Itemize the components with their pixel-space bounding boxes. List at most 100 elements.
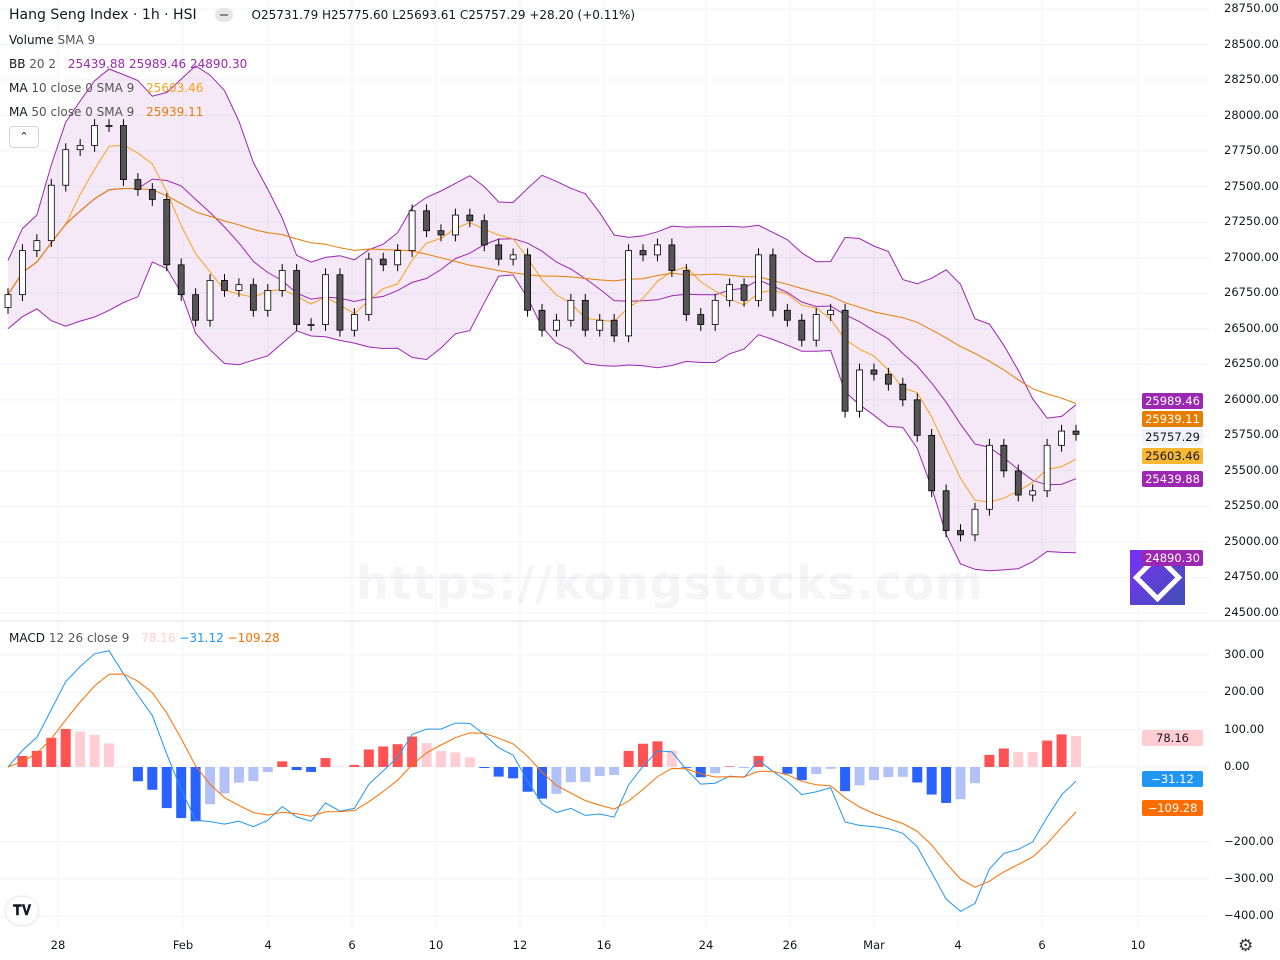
collapse-legend-button[interactable]: ⌃ (9, 126, 39, 148)
price-badge-ma10: 25603.46 (1142, 448, 1203, 465)
time-axis-label: 26 (782, 938, 798, 952)
macd-histogram-bar (883, 767, 894, 778)
candle-body (495, 244, 503, 260)
candle-body (625, 250, 632, 337)
macd-histogram-bar (969, 767, 980, 784)
price-badge-ma50: 25939.11 (1142, 411, 1203, 428)
macd-histogram-bar (320, 758, 331, 767)
macd-histogram-bar (1027, 752, 1038, 767)
macd-histogram-bar (464, 757, 475, 767)
macd-axis-label: −400.00 (1224, 908, 1274, 923)
macd-histogram-bar (176, 767, 187, 819)
candle-body (957, 530, 964, 536)
price-axis-label: 26500.00 (1224, 320, 1279, 335)
candle-body (264, 289, 272, 311)
price-axis-label: 25000.00 (1224, 533, 1279, 548)
candle-body (783, 309, 791, 321)
macd-histogram-bar (60, 728, 71, 767)
candle-body (120, 125, 127, 180)
candle-body (423, 210, 430, 232)
legend-name: MACD (9, 631, 45, 645)
bb-lower-value: 24890.30 (190, 57, 248, 71)
candle-body (740, 284, 748, 301)
price-axis-label: 28750.00 (1224, 1, 1279, 15)
macd-histogram-bar (1071, 736, 1081, 767)
legend-params: SMA 9 (57, 33, 96, 47)
macd-histogram-bar (825, 767, 836, 769)
bb-legend[interactable]: BB 20 2 25439.88 25989.46 24890.30 (9, 57, 247, 71)
candle-body (884, 373, 892, 385)
candle-body (812, 314, 820, 341)
macd-histogram-bar (147, 767, 158, 790)
macd-histogram-bar (378, 746, 389, 767)
ma50-value: 25939.11 (146, 105, 204, 119)
macd-histogram-bar (421, 743, 432, 767)
candle-body (394, 250, 402, 266)
more-button[interactable] (215, 8, 234, 22)
macd-histogram-bar (594, 767, 605, 776)
ma10-line (7, 144, 1077, 503)
price-axis-label: 27750.00 (1224, 143, 1279, 158)
macd-histogram-bar (811, 767, 822, 775)
candle-body (4, 294, 12, 308)
macd-histogram-bar (479, 767, 490, 768)
legend-params: 12 26 close 9 (48, 631, 130, 645)
price-badge-last: 25757.29 (1142, 429, 1203, 446)
macd-legend[interactable]: MACD 12 26 close 9 78.16 −31.12 −109.28 (9, 631, 280, 645)
candle-body (62, 149, 70, 186)
time-axis-label: 24 (698, 938, 714, 952)
candle-body (697, 314, 705, 325)
macd-histogram-bar (724, 766, 735, 767)
price-axis-label: 24750.00 (1224, 569, 1279, 584)
macd-histogram-bar (450, 752, 461, 767)
ma50-legend[interactable]: MA 50 close 0 SMA 9 25939.11 (9, 105, 203, 119)
tradingview-logo[interactable]: 𝐓𝐕 (6, 897, 38, 925)
ma10-value: 25603.46 (146, 81, 204, 95)
candle-body (1029, 490, 1037, 496)
candle-body (726, 284, 734, 301)
candle-body (596, 319, 604, 331)
macd-hist-value: 78.16 (141, 631, 176, 645)
ohlc-values: O25731.79 H25775.60 L25693.61 C25757.29 … (251, 8, 636, 22)
candle-body (682, 270, 690, 315)
macd-histogram-bar (868, 767, 879, 781)
macd-histogram-bar (1056, 734, 1067, 767)
volume-legend[interactable]: Volume SMA 9 (9, 33, 95, 47)
macd-axis-label: 200.00 (1224, 684, 1265, 699)
price-axis-label: 28250.00 (1224, 72, 1279, 87)
candle-body (856, 369, 863, 412)
legend-params: 20 2 (29, 57, 57, 71)
symbol-title[interactable]: Hang Seng Index · 1h · HSI (9, 7, 197, 23)
candle-body (76, 145, 84, 151)
macd-histogram-bar (695, 767, 706, 778)
macd-histogram-bar (219, 767, 230, 794)
bb-basis-line (7, 178, 1077, 486)
macd-histogram-bar (652, 741, 663, 767)
macd-histogram-bar (262, 767, 273, 773)
gear-icon[interactable]: ⚙ (1238, 936, 1254, 956)
price-axis-label: 27250.00 (1224, 214, 1279, 229)
price-axis-label: 28500.00 (1224, 36, 1279, 51)
macd-histogram-bar (291, 767, 302, 771)
candle-body (711, 299, 719, 325)
macd-histogram-bar (623, 750, 634, 767)
time-axis-label: 10 (428, 938, 444, 952)
symbol-legend: Hang Seng Index · 1h · HSI O25731.79 H25… (9, 7, 635, 23)
macd-histogram-bar (493, 767, 504, 777)
candle-body (913, 399, 921, 436)
ma10-legend[interactable]: MA 10 close 0 SMA 9 25603.46 (9, 81, 203, 95)
macd-histogram-bar (161, 767, 172, 809)
price-axis-label: 24500.00 (1224, 605, 1279, 619)
macd-histogram-bar (248, 767, 259, 782)
candle-body (610, 319, 618, 337)
candle-body (452, 214, 459, 236)
macd-histogram-bar (926, 767, 937, 795)
candle-body (538, 309, 546, 331)
macd-histogram-bar (205, 767, 216, 805)
time-axis-label: Mar (863, 938, 885, 952)
macd-signal-value: −109.28 (227, 631, 280, 645)
macd-histogram-bar (233, 767, 244, 783)
candle-body (336, 274, 344, 331)
macd-histogram-bar (638, 743, 649, 767)
